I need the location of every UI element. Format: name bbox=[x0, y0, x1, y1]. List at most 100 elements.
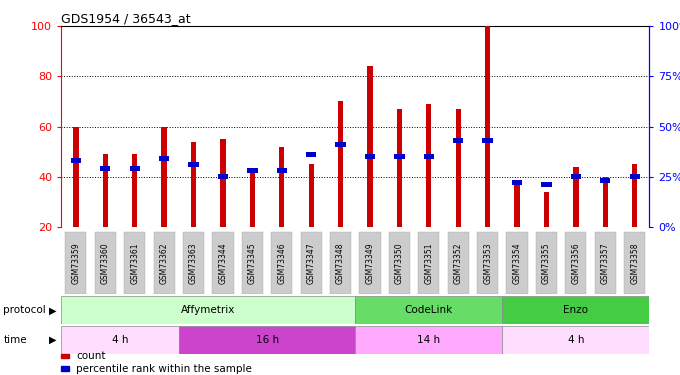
Bar bbox=[503, 326, 649, 354]
Bar bbox=[483, 138, 493, 143]
Text: count: count bbox=[76, 351, 105, 361]
Text: 14 h: 14 h bbox=[418, 334, 441, 345]
FancyBboxPatch shape bbox=[301, 232, 322, 294]
FancyBboxPatch shape bbox=[507, 232, 528, 294]
Bar bbox=[355, 326, 503, 354]
Text: GSM73345: GSM73345 bbox=[248, 242, 257, 284]
FancyBboxPatch shape bbox=[154, 232, 175, 294]
Bar bbox=[338, 102, 343, 227]
Text: percentile rank within the sample: percentile rank within the sample bbox=[76, 364, 252, 374]
Bar bbox=[365, 154, 375, 159]
Text: GSM73358: GSM73358 bbox=[630, 242, 639, 284]
Text: GSM73355: GSM73355 bbox=[542, 242, 551, 284]
Bar bbox=[485, 26, 490, 227]
Bar bbox=[61, 326, 179, 354]
Text: GSM73344: GSM73344 bbox=[218, 242, 227, 284]
Bar bbox=[103, 154, 108, 227]
Text: Affymetrix: Affymetrix bbox=[181, 305, 235, 315]
Text: 4 h: 4 h bbox=[112, 334, 129, 345]
FancyBboxPatch shape bbox=[124, 232, 146, 294]
Bar bbox=[250, 172, 255, 227]
Bar bbox=[571, 174, 581, 179]
Bar bbox=[279, 147, 284, 227]
Bar bbox=[394, 154, 405, 159]
Bar bbox=[132, 154, 137, 227]
Text: 16 h: 16 h bbox=[256, 334, 279, 345]
Text: GSM73361: GSM73361 bbox=[131, 242, 139, 284]
Bar bbox=[179, 326, 355, 354]
Text: 4 h: 4 h bbox=[568, 334, 584, 345]
Bar bbox=[73, 127, 79, 227]
Bar bbox=[309, 164, 314, 227]
FancyBboxPatch shape bbox=[330, 232, 351, 294]
Text: GSM73363: GSM73363 bbox=[189, 242, 198, 284]
FancyBboxPatch shape bbox=[624, 232, 645, 294]
Text: GSM73354: GSM73354 bbox=[513, 242, 522, 284]
Bar bbox=[541, 183, 551, 187]
Text: GSM73347: GSM73347 bbox=[307, 242, 316, 284]
Bar bbox=[277, 168, 287, 173]
Text: GDS1954 / 36543_at: GDS1954 / 36543_at bbox=[61, 12, 191, 25]
Text: GSM73346: GSM73346 bbox=[277, 242, 286, 284]
Bar bbox=[161, 127, 167, 227]
FancyBboxPatch shape bbox=[65, 232, 86, 294]
Bar bbox=[514, 182, 520, 227]
Bar bbox=[130, 166, 140, 171]
Bar bbox=[335, 142, 345, 147]
Text: GSM73362: GSM73362 bbox=[160, 242, 169, 284]
Text: ▶: ▶ bbox=[49, 334, 56, 345]
FancyBboxPatch shape bbox=[212, 232, 233, 294]
Text: GSM73351: GSM73351 bbox=[424, 242, 433, 284]
FancyBboxPatch shape bbox=[595, 232, 616, 294]
Bar bbox=[396, 109, 402, 227]
Text: GSM73356: GSM73356 bbox=[571, 242, 580, 284]
FancyBboxPatch shape bbox=[183, 232, 204, 294]
Text: GSM73357: GSM73357 bbox=[601, 242, 610, 284]
Text: ▶: ▶ bbox=[49, 305, 56, 315]
Bar bbox=[512, 180, 522, 185]
Bar bbox=[602, 177, 608, 227]
Bar bbox=[367, 66, 373, 227]
Bar bbox=[306, 152, 316, 157]
Text: CodeLink: CodeLink bbox=[405, 305, 453, 315]
Bar bbox=[544, 192, 549, 227]
Bar bbox=[61, 296, 355, 324]
Text: GSM73359: GSM73359 bbox=[71, 242, 80, 284]
Bar bbox=[573, 166, 579, 227]
FancyBboxPatch shape bbox=[360, 232, 381, 294]
Bar bbox=[191, 142, 197, 227]
Bar bbox=[218, 174, 228, 179]
Text: GSM73360: GSM73360 bbox=[101, 242, 109, 284]
Bar bbox=[503, 296, 649, 324]
Bar bbox=[71, 158, 81, 163]
FancyBboxPatch shape bbox=[565, 232, 586, 294]
FancyBboxPatch shape bbox=[242, 232, 263, 294]
Bar bbox=[453, 138, 463, 143]
Text: time: time bbox=[3, 334, 27, 345]
Bar bbox=[159, 156, 169, 161]
FancyBboxPatch shape bbox=[271, 232, 292, 294]
FancyBboxPatch shape bbox=[389, 232, 410, 294]
FancyBboxPatch shape bbox=[477, 232, 498, 294]
FancyBboxPatch shape bbox=[536, 232, 557, 294]
Text: GSM73352: GSM73352 bbox=[454, 242, 462, 284]
Bar bbox=[600, 178, 611, 183]
Bar bbox=[456, 109, 461, 227]
Bar bbox=[248, 168, 258, 173]
Bar bbox=[426, 104, 432, 227]
FancyBboxPatch shape bbox=[418, 232, 439, 294]
Text: GSM73349: GSM73349 bbox=[366, 242, 375, 284]
Bar bbox=[632, 164, 637, 227]
Text: GSM73348: GSM73348 bbox=[336, 242, 345, 284]
Text: GSM73353: GSM73353 bbox=[483, 242, 492, 284]
Bar bbox=[630, 174, 640, 179]
FancyBboxPatch shape bbox=[447, 232, 469, 294]
Bar bbox=[424, 154, 434, 159]
Bar bbox=[188, 162, 199, 167]
Text: GSM73350: GSM73350 bbox=[395, 242, 404, 284]
Text: protocol: protocol bbox=[3, 305, 46, 315]
Bar bbox=[220, 139, 226, 227]
Bar bbox=[100, 166, 110, 171]
Text: Enzo: Enzo bbox=[563, 305, 588, 315]
Bar bbox=[355, 296, 503, 324]
